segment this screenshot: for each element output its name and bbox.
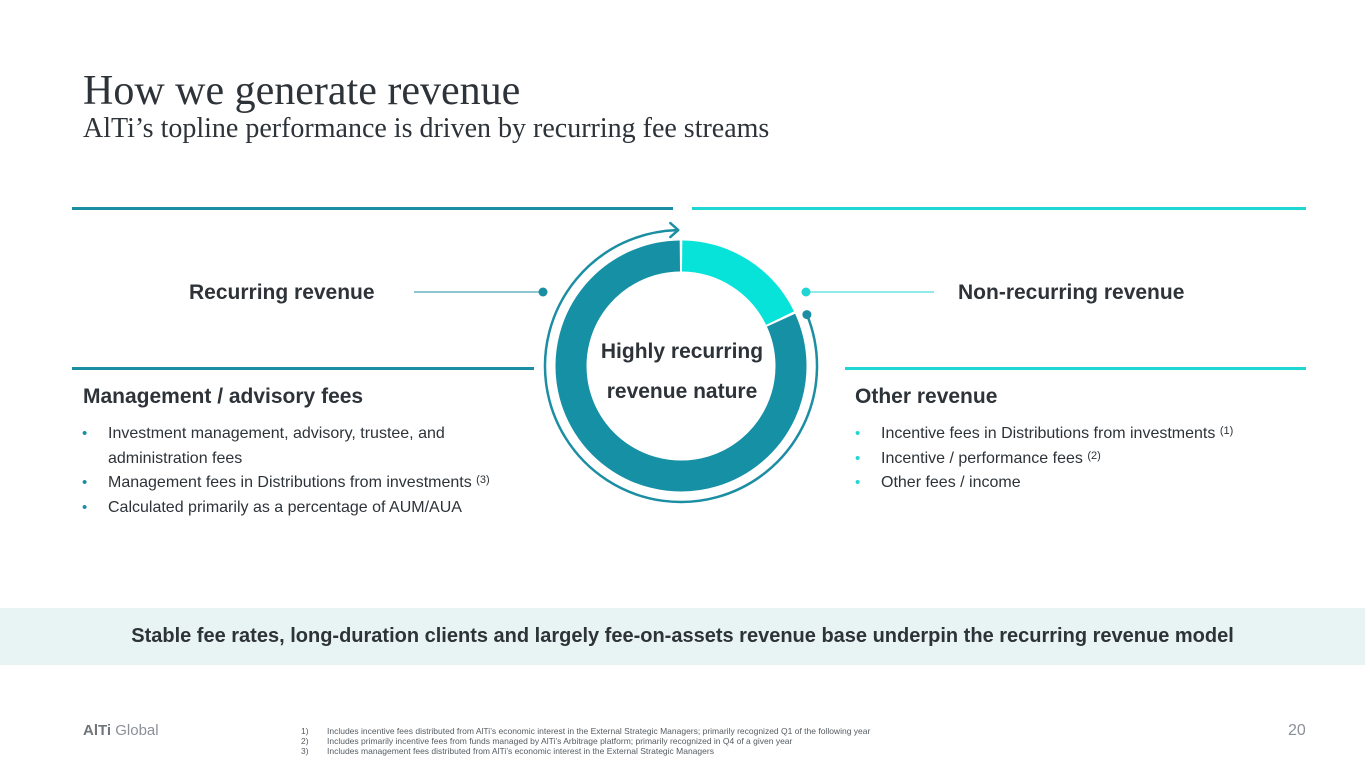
list-item: Other fees / income [855,471,1295,496]
footnote-ref: (3) [476,474,490,486]
footnotes: 1) Includes incentive fees distributed fr… [301,726,870,756]
banner-text: Stable fee rates, long-duration clients … [131,625,1234,647]
donut-center-line-1: Highly recurring [600,340,764,363]
logo-bold: AlTi [83,722,112,739]
list-item: Incentive fees in Distributions from inv… [855,422,1295,447]
left-column-rule [72,367,534,370]
left-bullet-list: Investment management, advisory, trustee… [82,422,512,520]
footnote: 1) Includes incentive fees distributed fr… [301,726,871,736]
footnote-ref: (2) [1087,449,1101,462]
footnote: 3) Includes management fees distributed f… [301,746,714,756]
right-bullet-list: Incentive fees in Distributions from inv… [855,422,1295,496]
recurring-top-rule [72,207,673,210]
arc-end-dot [802,310,812,320]
list-item: Management fees in Distributions from in… [82,471,512,496]
footnote-ref: (1) [1219,425,1234,437]
arrow-head-icon [669,221,680,239]
right-column-rule [845,367,1306,370]
donut-center-line-2: revenue nature [606,380,758,403]
list-item: Investment management, advisory, trustee… [82,422,512,471]
non-recurring-revenue-label: Non-recurring revenue [958,281,1185,304]
outer-arrow-arc [543,228,819,504]
key-message-banner: Stable fee rates, long-duration clients … [0,608,1365,665]
page-title: How we generate revenue [83,68,521,114]
management-advisory-fees-title: Management / advisory fees [83,385,364,408]
company-logo: AlTi Global [83,722,159,739]
donut-segment-non-recurring [681,240,794,326]
footnote: 2) Includes primarily incentive fees from… [301,736,793,746]
recurring-revenue-label: Recurring revenue [189,281,375,304]
list-item: Calculated primarily as a percentage of … [82,496,512,521]
recurring-connector-dot [538,287,548,297]
other-revenue-title: Other revenue [855,385,998,408]
logo-rest: Global [115,722,159,739]
donut-segment-recurring [555,240,807,492]
donut-center-label: Highly recurring revenue nature [582,332,782,412]
page-subtitle: AlTi’s topline performance is driven by … [83,113,770,144]
non-recurring-top-rule [692,207,1306,210]
non-recurring-connector-dot [801,287,811,297]
page-number: 20 [1288,722,1306,739]
list-item: Incentive / performance fees (2) [855,447,1295,472]
